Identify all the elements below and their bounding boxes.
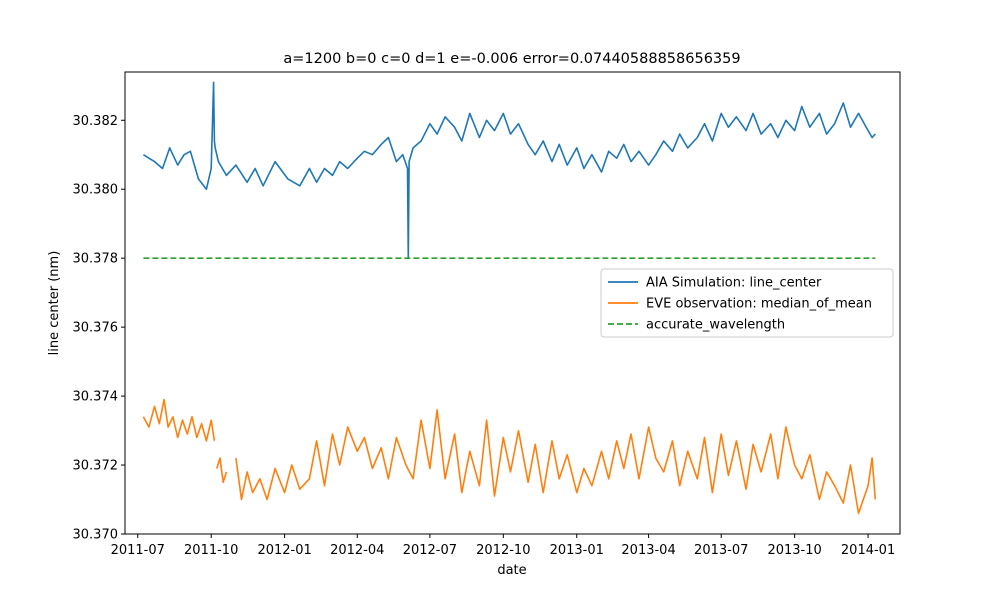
x-ticks: 2011-07 2011-10 2012-01 2012-04 2012-07 2012-… [111, 534, 895, 558]
y-axis-label: line center (nm) [47, 251, 62, 356]
y-tick-label: 30.380 [73, 183, 119, 198]
y-tick-label: 30.378 [73, 252, 119, 267]
x-tick-label: 2011-10 [184, 543, 238, 558]
y-tick-label: 30.382 [73, 114, 119, 129]
legend-label: AIA Simulation: line_center [646, 276, 822, 291]
x-tick-label: 2012-10 [476, 543, 530, 558]
series-layer [142, 81, 877, 515]
x-tick-label: 2013-10 [767, 543, 821, 558]
plot-area: 2011-07 2011-10 2012-01 2012-04 2012-07 2012-… [73, 71, 901, 558]
y-tick-label: 30.372 [73, 459, 119, 474]
plot-frame [124, 71, 901, 535]
legend-label: accurate_wavelength [646, 318, 785, 333]
legend-box [600, 268, 894, 338]
series-line-1 [235, 409, 877, 515]
x-tick-label: 2012-01 [257, 543, 311, 558]
x-tick-label: 2013-04 [621, 543, 675, 558]
legend: AIA Simulation: line_center EVE observati… [600, 268, 894, 338]
x-axis-label: date [497, 563, 526, 578]
y-ticks: 30.370 30.372 30.374 30.376 30.378 30.380 30.3… [73, 114, 125, 543]
y-tick-label: 30.376 [73, 321, 119, 336]
x-tick-label: 2012-07 [403, 543, 457, 558]
x-tick-label: 2012-04 [330, 543, 384, 558]
x-tick-label: 2011-07 [111, 543, 165, 558]
chart-title: a=1200 b=0 c=0 d=1 e=-0.006 error=0.0744… [283, 51, 740, 67]
x-tick-label: 2014-01 [841, 543, 895, 558]
series-line-1 [142, 398, 216, 442]
y-tick-label: 30.374 [73, 390, 119, 405]
legend-label: EVE observation: median_of_mean [646, 297, 872, 312]
x-tick-label: 2013-07 [694, 543, 748, 558]
series-line-0 [142, 81, 876, 260]
x-tick-label: 2013-01 [550, 543, 604, 558]
series-line-1 [216, 457, 228, 484]
y-tick-label: 30.370 [73, 528, 119, 543]
